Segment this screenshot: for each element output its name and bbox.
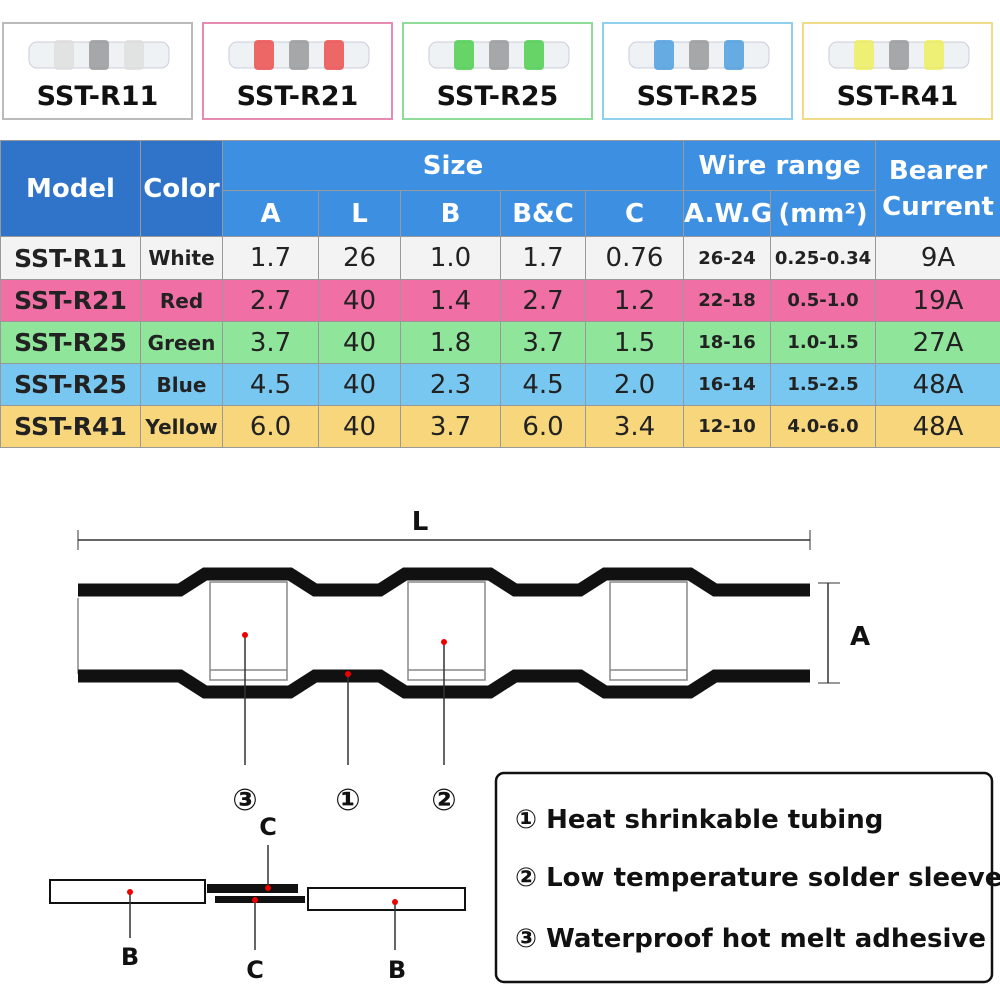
product-thumb: SST-R21 — [202, 22, 393, 120]
product-thumb: SST-R25 — [602, 22, 793, 120]
table-cell: 2.3 — [400, 363, 501, 406]
product-label: SST-R21 — [236, 81, 359, 112]
table-row: SST-R21 Red 2.7 40 1.4 2.7 1.2 22-18 0.5-1.0 19A — [0, 279, 1000, 322]
table-cell: 1.5 — [585, 321, 684, 364]
product-image — [28, 40, 170, 70]
table-cell: Blue — [140, 363, 223, 406]
table-cell: 1.2 — [585, 279, 684, 322]
table-cell: 16-14 — [683, 363, 771, 406]
table-cell: SST-R21 — [0, 279, 141, 322]
table-cell: 1.5-2.5 — [769, 363, 877, 406]
table-row: SST-R11 White 1.7 26 1.0 1.7 0.76 26-24 0.25-0.3… — [0, 236, 1000, 280]
section-label: B — [121, 943, 139, 971]
product-thumb: SST-R41 — [802, 22, 993, 120]
table-cell: 48A — [875, 405, 1000, 448]
product-image — [428, 40, 570, 70]
table-cell: 0.5-1.0 — [769, 279, 877, 322]
table-cell: 40 — [318, 279, 401, 322]
table-cell: SST-R25 — [0, 321, 141, 364]
legend-item: ② Low temperature solder sleeve — [515, 863, 1000, 893]
product-thumb: SST-R25 — [402, 22, 593, 120]
table-cell: 1.7 — [500, 236, 586, 280]
header-wire-col: A.W.G — [683, 190, 771, 237]
section-label: B — [388, 956, 406, 984]
product-image — [828, 40, 970, 70]
table-cell: SST-R25 — [0, 363, 141, 406]
table-cell: 4.5 — [500, 363, 586, 406]
product-image — [628, 40, 770, 70]
table-cell: Yellow — [140, 405, 223, 448]
table-cell: 1.7 — [222, 236, 319, 280]
table-cell: 6.0 — [500, 405, 586, 448]
product-image — [228, 40, 370, 70]
table-cell: 4.0-6.0 — [769, 405, 877, 448]
table-row: SST-R25 Green 3.7 40 1.8 3.7 1.5 18-16 1.0-1.5 27… — [0, 321, 1000, 364]
product-label: SST-R41 — [836, 81, 959, 112]
table-cell: 1.0-1.5 — [769, 321, 877, 364]
table-cell: 1.0 — [400, 236, 501, 280]
header-size-col: B&C — [500, 190, 586, 237]
callout: ② — [431, 783, 456, 818]
table-cell: 6.0 — [222, 405, 319, 448]
table-cell: 26 — [318, 236, 401, 280]
table-cell: 2.7 — [222, 279, 319, 322]
table-cell: 3.4 — [585, 405, 684, 448]
spec-table: Model Color Size Wire range Bearer Curre… — [0, 140, 1000, 448]
table-cell: 2.0 — [585, 363, 684, 406]
section-label: C — [259, 813, 277, 841]
header-size-col: A — [222, 190, 319, 237]
table-cell: 3.7 — [500, 321, 586, 364]
length-label: L — [412, 507, 429, 537]
table-row: SST-R25 Blue 4.5 40 2.3 4.5 2.0 16-14 1.5-2.5 48A — [0, 363, 1000, 406]
table-cell: 4.5 — [222, 363, 319, 406]
table-cell: 27A — [875, 321, 1000, 364]
table-cell: Green — [140, 321, 223, 364]
header-size: Size — [222, 140, 684, 191]
table-cell: 40 — [318, 363, 401, 406]
table-cell: SST-R41 — [0, 405, 141, 448]
section-label: C — [246, 956, 264, 984]
header-model: Model — [0, 140, 141, 237]
table-cell: 0.25-0.34 — [769, 236, 877, 280]
table-cell: 19A — [875, 279, 1000, 322]
legend-item: ① Heat shrinkable tubing — [515, 805, 883, 835]
header-size-col: B — [400, 190, 501, 237]
table-cell: 40 — [318, 321, 401, 364]
product-thumb: SST-R11 — [2, 22, 193, 120]
table-cell: 1.4 — [400, 279, 501, 322]
table-cell: 1.8 — [400, 321, 501, 364]
callout: ① — [335, 783, 360, 818]
table-cell: White — [140, 236, 223, 280]
header-color: Color — [140, 140, 223, 237]
table-cell: 9A — [875, 236, 1000, 280]
table-cell: 12-10 — [683, 405, 771, 448]
table-cell: Red — [140, 279, 223, 322]
header-wire: Wire range — [682, 140, 877, 191]
product-label: SST-R11 — [36, 81, 159, 112]
table-cell: 3.7 — [222, 321, 319, 364]
product-label: SST-R25 — [636, 81, 759, 112]
table-cell: SST-R11 — [0, 236, 141, 280]
table-cell: 18-16 — [683, 321, 771, 364]
header-wire-col: (mm²) — [769, 190, 877, 237]
header-bearer: Bearer Current — [875, 140, 1000, 237]
table-row: SST-R41 Yellow 6.0 40 3.7 6.0 3.4 12-10 4.0-6.0 4… — [0, 405, 1000, 448]
legend-item: ③ Waterproof hot melt adhesive — [515, 924, 986, 954]
table-cell: 22-18 — [683, 279, 771, 322]
product-label: SST-R25 — [436, 81, 559, 112]
callout: ③ — [232, 783, 257, 818]
table-cell: 0.76 — [585, 236, 684, 280]
table-cell: 26-24 — [683, 236, 771, 280]
table-cell: 40 — [318, 405, 401, 448]
header-size-col: C — [585, 190, 684, 237]
table-cell: 3.7 — [400, 405, 501, 448]
table-cell: 2.7 — [500, 279, 586, 322]
diameter-label: A — [850, 622, 870, 652]
header-size-col: L — [318, 190, 401, 237]
table-cell: 48A — [875, 363, 1000, 406]
diagram: L A ③ ① ② C C B B ① Heat shrinkable tubi… — [49, 507, 1000, 984]
